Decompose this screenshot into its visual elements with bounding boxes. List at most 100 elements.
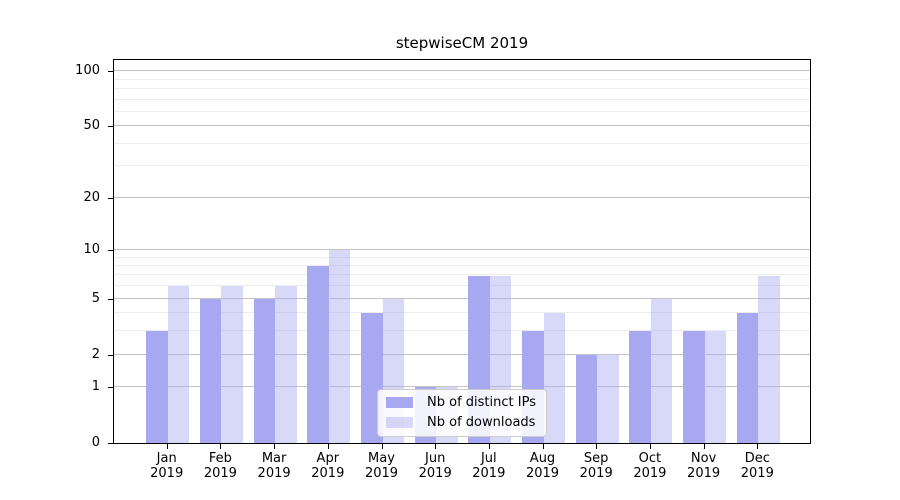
x-tick-year: 2019: [150, 466, 184, 481]
x-tick-feb: [220, 444, 222, 449]
bar-downloads-nov: [704, 331, 727, 443]
bar-downloads-mar: [275, 286, 297, 443]
y-tick-label-20: 20: [83, 189, 100, 205]
y-tick-label-100: 100: [75, 63, 100, 79]
gridline-minor-3: [114, 330, 810, 332]
x-tick-year: 2019: [472, 466, 506, 481]
x-tick-year: 2019: [525, 466, 560, 481]
x-tick-year: 2019: [633, 466, 667, 481]
y-tick-2: [108, 354, 113, 356]
x-tick-label-jun: Jun 2019: [419, 451, 452, 481]
plot-area: Nb of distinct IPs Nb of downloads: [113, 59, 811, 444]
gridline-minor-70: [114, 98, 810, 100]
x-tick-jul: [488, 444, 490, 449]
x-tick-aug: [542, 444, 544, 449]
y-tick-0: [108, 443, 113, 444]
gridline-minor-60: [114, 110, 810, 112]
x-tick-month: Jan: [156, 451, 177, 466]
bar-downloads-sep: [597, 354, 619, 443]
x-tick-month: Feb: [208, 451, 232, 466]
y-tick-label-1: 1: [91, 379, 100, 395]
x-tick-label-feb: Feb 2019: [204, 451, 237, 481]
legend-swatch-distinct-ips: [386, 397, 414, 408]
x-tick-jan: [166, 444, 168, 449]
gridline-minor-6: [114, 285, 810, 287]
x-tick-year: 2019: [740, 466, 774, 481]
gridline-minor-7: [114, 274, 810, 276]
x-tick-month: Aug: [529, 451, 556, 466]
bar-downloads-feb: [221, 286, 243, 443]
bar-distinct-ips-nov: [683, 331, 705, 443]
x-tick-year: 2019: [418, 466, 452, 481]
bar-distinct-ips-jan: [146, 331, 168, 443]
gridline-100: [114, 70, 810, 72]
gridline-minor-90: [114, 78, 810, 80]
bar-distinct-ips-mar: [253, 298, 276, 443]
legend-item-downloads: Nb of downloads: [386, 415, 536, 430]
x-tick-year: 2019: [364, 466, 399, 481]
legend-label-downloads: Nb of downloads: [427, 415, 536, 430]
x-tick-oct: [649, 444, 651, 449]
gridline-minor-4: [114, 312, 810, 314]
x-tick-month: Mar: [261, 451, 287, 466]
bar-downloads-aug: [543, 313, 565, 443]
legend-item-distinct-ips: Nb of distinct IPs: [386, 395, 536, 410]
bar-distinct-ips-feb: [199, 298, 222, 443]
gridline-10: [114, 248, 810, 250]
bar-downloads-oct: [650, 298, 673, 443]
x-tick-year: 2019: [203, 466, 237, 481]
gridline-20: [114, 196, 810, 198]
bar-downloads-jan: [167, 286, 190, 443]
x-tick-label-may: May 2019: [365, 451, 398, 481]
chart-title: stepwiseCM 2019: [395, 34, 529, 52]
x-tick-month: Sep: [583, 451, 609, 466]
x-tick-may: [381, 444, 383, 449]
y-tick-10: [108, 249, 113, 251]
x-tick-month: Dec: [744, 451, 770, 466]
y-tick-5: [108, 298, 113, 300]
y-tick-label-50: 50: [83, 118, 100, 134]
legend-swatch-downloads: [386, 417, 414, 428]
x-tick-label-jul: Jul 2019: [472, 451, 505, 481]
y-tick-1: [108, 387, 113, 389]
gridline-minor-80: [114, 87, 810, 89]
legend-label-distinct-ips: Nb of distinct IPs: [427, 395, 536, 410]
x-tick-year: 2019: [311, 466, 345, 481]
x-tick-year: 2019: [687, 466, 721, 481]
y-tick-20: [108, 197, 113, 199]
gridline-minor-40: [114, 142, 810, 144]
x-tick-mar: [274, 444, 276, 449]
y-tick-100: [108, 71, 113, 73]
x-tick-month: Jun: [425, 451, 446, 466]
bar-downloads-apr: [328, 249, 351, 443]
bar-downloads-dec: [758, 275, 780, 443]
x-tick-label-dec: Dec 2019: [741, 451, 774, 481]
x-tick-label-jan: Jan 2019: [150, 451, 183, 481]
y-tick-label-10: 10: [83, 241, 100, 257]
gridline-minor-9: [114, 256, 810, 258]
bar-distinct-ips-sep: [575, 354, 598, 443]
x-tick-label-sep: Sep 2019: [580, 451, 613, 481]
y-tick-50: [108, 126, 113, 128]
y-tick-label-5: 5: [91, 290, 100, 306]
x-tick-label-mar: Mar 2019: [258, 451, 291, 481]
x-tick-label-aug: Aug 2019: [526, 451, 559, 481]
y-tick-label-0: 0: [91, 435, 100, 450]
x-tick-nov: [703, 444, 705, 449]
x-tick-month: Nov: [690, 451, 717, 466]
bar-distinct-ips-apr: [307, 266, 329, 443]
gridline-2: [114, 353, 810, 355]
legend: Nb of distinct IPs Nb of downloads: [377, 389, 547, 437]
bar-distinct-ips-oct: [629, 331, 651, 443]
x-tick-sep: [596, 444, 598, 449]
x-tick-year: 2019: [579, 466, 613, 481]
gridline-1: [114, 386, 810, 388]
gridline-minor-30: [114, 165, 810, 167]
x-tick-month: Oct: [638, 451, 662, 466]
gridline-50: [114, 125, 810, 127]
x-tick-month: Apr: [316, 451, 340, 466]
x-tick-year: 2019: [257, 466, 291, 481]
x-tick-apr: [327, 444, 329, 449]
x-tick-jun: [435, 444, 437, 449]
x-tick-dec: [757, 444, 759, 449]
